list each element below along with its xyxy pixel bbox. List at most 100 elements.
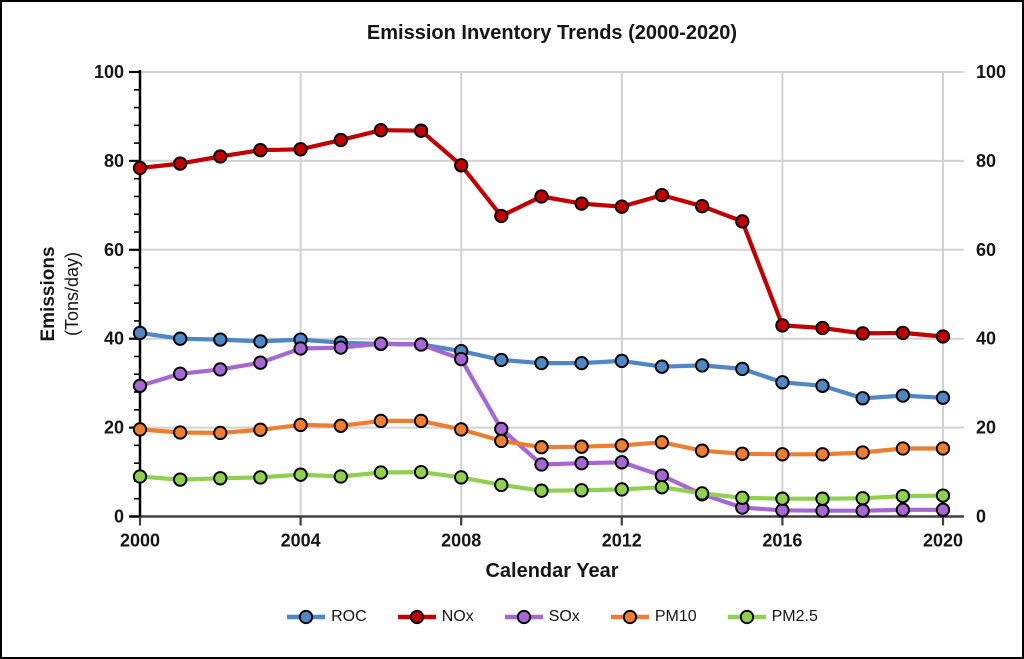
marker-nox-2020 [935, 329, 951, 344]
marker-nox-2011 [574, 196, 589, 211]
marker-pm25-2016 [775, 491, 790, 506]
marker-roc-2010 [534, 355, 549, 371]
legend-marker-icon [622, 609, 637, 625]
marker-nox-2013 [654, 187, 670, 203]
marker-roc-2011 [574, 355, 589, 371]
marker-sox-2012 [614, 455, 629, 470]
marker-sox-2016 [775, 503, 790, 518]
x-tick-label: 2020 [923, 531, 963, 551]
marker-roc-2018 [855, 391, 870, 406]
marker-sox-2010 [534, 457, 549, 472]
chart-title: Emission Inventory Trends (2000-2020) [366, 22, 738, 44]
marker-sox-2006 [373, 336, 389, 351]
marker-nox-2001 [173, 156, 188, 171]
y-tick-label: 80 [104, 151, 124, 171]
marker-nox-2010 [534, 189, 549, 204]
marker-nox-2014 [694, 199, 710, 214]
marker-sox-2007 [413, 337, 429, 352]
marker-pm10-2000 [132, 422, 148, 437]
right-tick-label: 60 [976, 240, 996, 260]
marker-nox-2015 [735, 214, 750, 229]
marker-pm25-2018 [855, 491, 870, 506]
marker-roc-2017 [815, 378, 830, 393]
marker-pm10-2014 [694, 443, 710, 458]
right-tick-label: 0 [976, 507, 986, 527]
marker-sox-2011 [574, 456, 589, 471]
y-tick-label: 60 [104, 240, 124, 260]
marker-pm10-2007 [413, 413, 429, 429]
marker-sox-2001 [173, 366, 188, 381]
right-tick-label: 40 [976, 329, 996, 349]
marker-sox-2002 [213, 362, 228, 377]
marker-roc-2012 [614, 353, 629, 369]
marker-pm25-2006 [373, 465, 389, 480]
y-tick-label: 40 [104, 329, 124, 349]
marker-sox-2000 [132, 378, 148, 393]
legend-marker-icon [298, 609, 314, 625]
marker-nox-2018 [855, 326, 870, 341]
legend-item-pm10: PM10 [610, 608, 697, 626]
marker-roc-2002 [213, 332, 228, 347]
legend-label: PM2.5 [771, 608, 818, 625]
marker-pm25-2011 [574, 483, 589, 498]
marker-sox-2009 [494, 421, 509, 437]
legend-label: ROC [331, 608, 367, 625]
marker-pm25-2009 [494, 477, 509, 493]
marker-sox-2017 [815, 503, 830, 518]
legend-swatch-icon [504, 609, 543, 625]
marker-sox-2020 [935, 502, 951, 517]
marker-pm25-2002 [213, 471, 228, 486]
right-tick-label: 20 [976, 418, 996, 438]
legend: ROC NOx SOx PM10 PM2.5 [140, 608, 964, 626]
legend-marker-icon [739, 609, 754, 625]
y-tick-label: 20 [104, 418, 124, 438]
x-axis-title: Calendar Year [485, 560, 619, 582]
marker-pm25-2012 [614, 482, 629, 497]
marker-pm10-2016 [775, 447, 790, 462]
marker-roc-2016 [775, 375, 790, 390]
marker-pm25-2019 [895, 488, 911, 504]
legend-item-nox: NOx [397, 608, 474, 626]
y-tick-label: 0 [114, 507, 124, 527]
marker-sox-2018 [855, 503, 870, 518]
marker-pm25-2005 [333, 469, 348, 484]
marker-pm25-2013 [654, 480, 670, 495]
y-tick-label: 100 [94, 62, 124, 82]
marker-pm10-2018 [855, 445, 870, 460]
marker-nox-2016 [775, 318, 790, 333]
legend-swatch-icon [397, 609, 436, 625]
legend-marker-icon [516, 609, 531, 625]
marker-nox-2009 [494, 208, 509, 224]
marker-pm10-2001 [173, 425, 188, 440]
marker-pm10-2011 [574, 439, 589, 454]
marker-nox-2006 [373, 123, 389, 138]
x-tick-label: 2008 [441, 531, 481, 551]
marker-roc-2014 [694, 358, 710, 373]
marker-sox-2005 [333, 340, 348, 355]
marker-nox-2008 [454, 158, 469, 173]
x-tick-label: 2016 [762, 531, 802, 551]
marker-pm10-2008 [454, 422, 469, 437]
marker-nox-2017 [815, 320, 830, 336]
marker-nox-2004 [293, 142, 308, 157]
x-tick-label: 2012 [602, 531, 642, 551]
marker-pm25-2015 [735, 490, 750, 505]
marker-pm10-2015 [735, 446, 750, 461]
marker-pm10-2013 [654, 435, 670, 450]
marker-nox-2002 [213, 149, 228, 164]
right-tick-label: 80 [976, 151, 996, 171]
marker-pm10-2020 [935, 441, 951, 456]
x-tick-label: 2004 [281, 531, 321, 551]
marker-nox-2005 [333, 132, 348, 148]
marker-nox-2007 [413, 123, 429, 138]
marker-roc-2000 [132, 325, 148, 341]
marker-pm10-2010 [534, 440, 549, 455]
legend-label: PM10 [654, 608, 697, 625]
marker-pm10-2004 [293, 417, 308, 433]
marker-nox-2003 [253, 143, 268, 158]
marker-pm25-2008 [454, 470, 469, 485]
marker-pm25-2001 [173, 472, 188, 487]
legend-label: NOx [441, 608, 474, 625]
marker-pm25-2014 [694, 486, 710, 501]
